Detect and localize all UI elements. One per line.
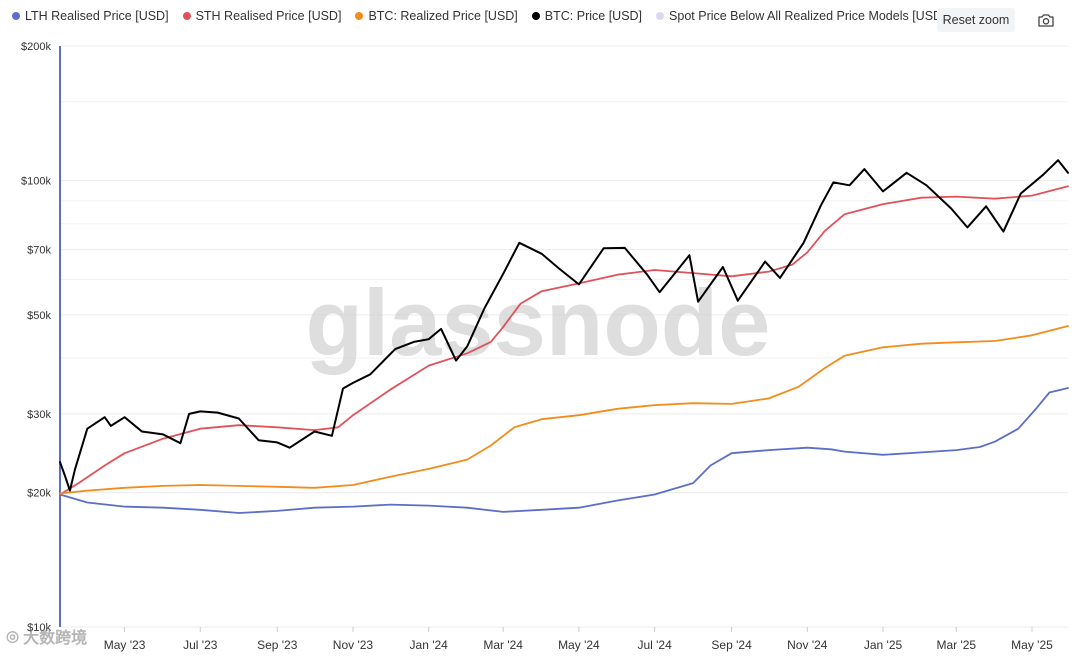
legend-dot-lth (12, 12, 20, 20)
source-watermark-text: 大数跨境 (23, 630, 88, 647)
x-tick-label: Jul '23 (183, 638, 218, 652)
legend: LTH Realised Price [USD] STH Realised Pr… (12, 7, 946, 25)
y-tick-label: $100k (21, 175, 51, 187)
legend-dot-spot-below (656, 12, 665, 20)
x-tick-label: Nov '24 (787, 638, 828, 652)
legend-label-price: BTC: Price [USD] (544, 9, 643, 23)
x-tick-label: Mar '24 (483, 638, 523, 652)
x-tick-label: May '24 (558, 638, 600, 652)
y-tick-label: $50k (27, 310, 51, 322)
x-tick-label: Nov '23 (333, 638, 374, 652)
series-line-0 (59, 387, 1069, 514)
series-line-3 (59, 159, 1069, 492)
y-tick-label: $30k (27, 409, 51, 421)
x-tick-label: Mar '25 (936, 638, 976, 652)
grid-lines (60, 45, 1068, 628)
y-tick-label: $10k (27, 622, 51, 634)
x-tick-label: May '23 (104, 638, 146, 652)
legend-label-spot-below: Spot Price Below All Realized Price Mode… (669, 9, 946, 23)
reset-zoom-button[interactable]: Reset zoom (937, 8, 1015, 32)
x-tick-label: Sep '24 (711, 638, 752, 652)
series-line-2 (59, 325, 1069, 495)
y-tick-label: $20k (27, 488, 51, 500)
series-line-1 (59, 185, 1069, 496)
legend-dot-sth (182, 12, 191, 20)
x-tick-label: May '25 (1011, 638, 1053, 652)
camera-icon-svg (1038, 14, 1054, 27)
legend-item-lth[interactable]: LTH Realised Price [USD] (12, 9, 169, 23)
legend-label-sth: STH Realised Price [USD] (195, 9, 342, 23)
camera-icon[interactable] (1034, 10, 1058, 30)
legend-item-realized[interactable]: BTC: Realized Price [USD] (355, 9, 518, 23)
source-watermark: ◎ 大数跨境 (6, 624, 87, 648)
x-axis-ticks: May '23 Jul '23 Sep '23 Nov '23 Jan '24 Mar '… (104, 627, 1053, 652)
series-lines (59, 159, 1069, 514)
y-axis-ticks: $200k $100k $70k $50k $30k $20k $10k (21, 41, 51, 634)
y-tick-label: $200k (21, 41, 51, 53)
legend-dot-realized (355, 12, 364, 20)
legend-item-price[interactable]: BTC: Price [USD] (531, 9, 643, 23)
x-tick-label: Jan '25 (864, 638, 903, 652)
y-tick-label: $70k (27, 245, 51, 257)
legend-item-spot-below[interactable]: Spot Price Below All Realized Price Mode… (656, 9, 946, 23)
x-tick-label: Sep '23 (257, 638, 298, 652)
weibo-icon: ◎ (6, 628, 20, 645)
legend-label-realized: BTC: Realized Price [USD] (368, 9, 518, 23)
legend-label-lth: LTH Realised Price [USD] (25, 9, 169, 23)
x-tick-label: Jan '24 (410, 638, 449, 652)
legend-dot-price (531, 12, 540, 20)
watermark-text: glassnode (306, 270, 771, 375)
x-tick-label: Jul '24 (637, 638, 672, 652)
legend-item-sth[interactable]: STH Realised Price [USD] (182, 9, 342, 23)
